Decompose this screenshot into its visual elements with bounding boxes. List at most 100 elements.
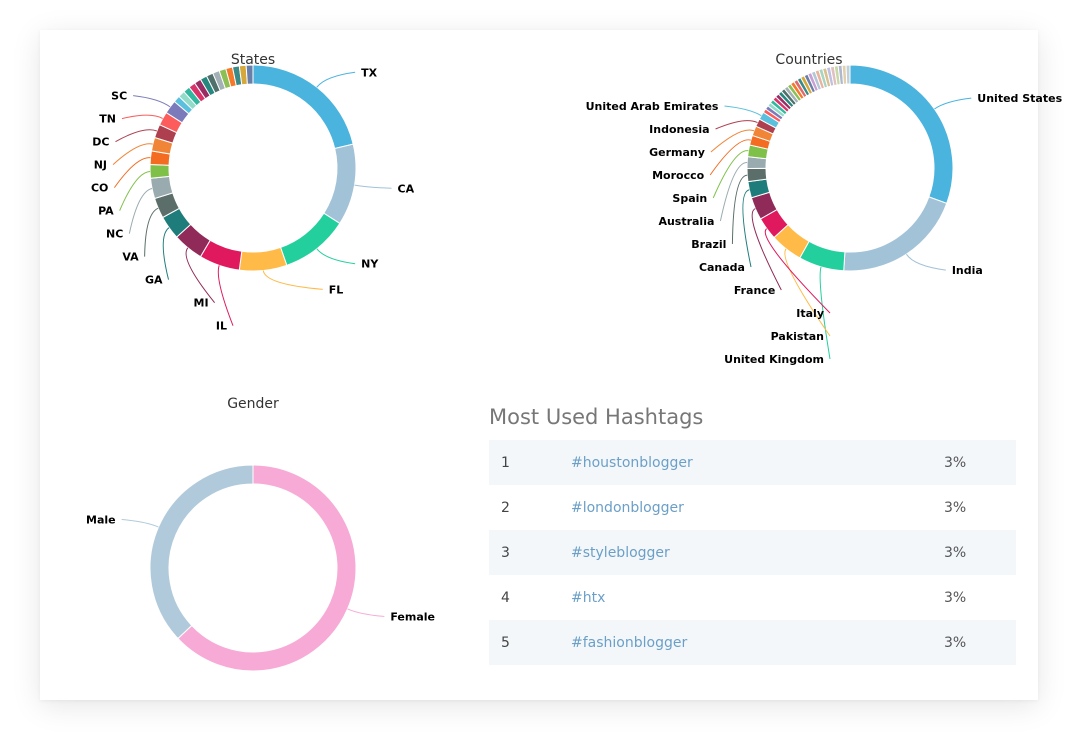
connector-canada [742,189,752,268]
connector-sc [133,95,171,108]
connector-morocco [709,139,751,176]
label-indonesia: Indonesia [649,123,709,136]
connector-co [113,157,151,188]
hashtag-rank: 1 [501,454,510,471]
connector-india [905,253,946,271]
label-brazil: Brazil [691,238,726,251]
hashtags-section: Most Used Hashtags 1 #houstonblogger 3% 2 #l… [489,405,1016,665]
label-ca: CA [398,182,415,195]
label-nj: NJ [94,159,107,172]
hashtag-percent: 3% [944,454,967,471]
countries-donut-chart: United States India United Kingdom Pakistan… [586,64,1063,366]
connector-ga [162,227,170,280]
hashtag-row: 4 #htx 3% [489,575,1016,620]
connector-nc [128,188,153,234]
hashtag-link[interactable]: #htx [571,589,606,606]
label-sc: SC [111,90,127,103]
hashtag-link[interactable]: #fashionblogger [571,634,688,651]
label-united-states: United States [977,92,1062,105]
connector-italy [764,228,831,314]
label-tx: TX [361,66,378,79]
slice-ca[interactable] [323,143,357,225]
connector-fl [262,270,323,290]
states-chart-title: States [230,52,276,68]
slice-india[interactable] [843,196,948,272]
hashtag-row: 1 #houstonblogger 3% [489,440,1016,485]
label-mi: MI [194,297,209,310]
slice-other-39[interactable] [845,64,851,85]
connector-tx [316,71,356,88]
analytics-panel: States TX CA NY FL IL MI GA VA NC PA CO NJ DC TN SC Co… [40,30,1063,700]
connector-mi [185,247,215,303]
label-united-arab-emirates: United Arab Emirates [586,100,719,113]
label-female: Female [390,610,435,623]
label-male: Male [86,514,116,527]
slice-fl[interactable] [238,246,288,272]
label-spain: Spain [672,192,707,205]
label-canada: Canada [699,261,745,274]
gender-chart-title: Gender [227,396,279,412]
label-co: CO [91,182,108,195]
connector-female [347,608,385,617]
slice-female[interactable] [177,464,357,672]
connector-pa [119,170,151,211]
connector-dc [115,129,158,143]
slice-ny[interactable] [279,212,341,266]
slice-male[interactable] [149,464,254,640]
connector-male [121,519,159,528]
connector-spain [712,150,749,199]
hashtag-row: 5 #fashionblogger 3% [489,620,1016,665]
hashtag-row: 2 #londonblogger 3% [489,485,1016,530]
connector-united-states [934,97,972,110]
connector-indonesia [715,120,758,130]
label-ny: NY [361,258,379,271]
label-ga: GA [145,274,163,287]
label-australia: Australia [658,215,714,228]
label-united-kingdom: United Kingdom [724,353,824,366]
hashtag-percent: 3% [944,634,967,651]
hashtag-rank: 2 [501,499,510,516]
hashtag-percent: 3% [944,544,967,561]
slice-tx[interactable] [252,64,354,150]
hashtags-table: 1 #houstonblogger 3% 2 #londonblogger 3% 3 #sty… [489,440,1016,665]
connector-ca [354,184,392,189]
label-india: India [952,264,983,277]
connector-nj [112,143,153,166]
countries-chart-title: Countries [775,52,843,68]
slice-united-states[interactable] [849,64,954,205]
slice-other-27[interactable] [245,64,254,85]
label-pakistan: Pakistan [771,330,824,343]
label-fl: FL [329,283,344,296]
connector-germany [710,129,755,153]
label-dc: DC [92,136,109,149]
connector-il [217,265,234,326]
hashtag-rank: 4 [501,589,510,606]
label-va: VA [122,251,139,264]
connector-pakistan [784,248,831,337]
hashtag-link[interactable]: #styleblogger [571,544,670,561]
hashtag-link[interactable]: #londonblogger [571,499,684,516]
label-nc: NC [106,228,123,241]
states-donut-chart: TX CA NY FL IL MI GA VA NC PA CO NJ DC TN SC [91,64,415,333]
hashtag-link[interactable]: #houstonblogger [571,454,693,471]
slice-pa[interactable] [149,164,170,179]
connector-va [144,207,159,257]
label-morocco: Morocco [652,169,705,182]
connector-brazil [731,174,748,244]
hashtag-rank: 3 [501,544,510,561]
connector-france [751,208,782,291]
gender-donut-chart: Female Male [86,464,435,672]
label-germany: Germany [649,146,705,159]
hashtag-rank: 5 [501,634,510,651]
connector-tn [121,114,163,120]
hashtag-row: 3 #styleblogger 3% [489,530,1016,575]
connector-united-arab-emirates [724,105,762,117]
label-france: France [734,284,775,297]
hashtag-percent: 3% [944,499,967,516]
slice-brazil[interactable] [746,167,768,183]
connector-ny [316,248,356,265]
hashtag-percent: 3% [944,589,967,606]
label-pa: PA [98,205,114,218]
label-italy: Italy [796,307,824,320]
connector-united-kingdom [819,266,831,360]
